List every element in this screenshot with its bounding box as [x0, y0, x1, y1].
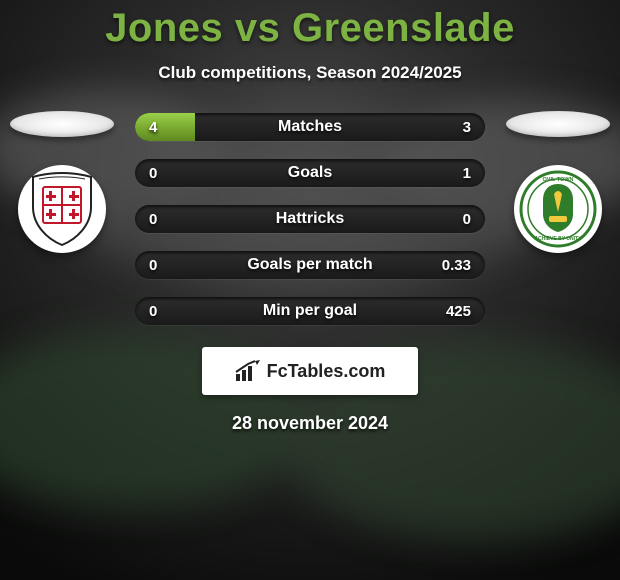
woking-crest [18, 165, 106, 253]
stat-bar: 0Min per goal425 [135, 297, 485, 325]
stat-label: Min per goal [135, 297, 485, 325]
stat-label: Goals per match [135, 251, 485, 279]
stat-bar: 0Goals per match0.33 [135, 251, 485, 279]
stat-right-value: 0 [463, 205, 471, 233]
stat-label: Matches [135, 113, 485, 141]
brand-badge: FcTables.com [202, 347, 418, 395]
chart-icon [235, 360, 261, 382]
stat-right-value: 1 [463, 159, 471, 187]
stat-label: Hattricks [135, 205, 485, 233]
stat-bar: 4Matches3 [135, 113, 485, 141]
yeovil-crest: ACHIEVE BY UNITY OVIL TOWN [514, 165, 602, 253]
left-ellipse [10, 111, 114, 137]
brand-text: FcTables.com [267, 361, 386, 382]
stat-bar: 0Hattricks0 [135, 205, 485, 233]
stat-right-value: 3 [463, 113, 471, 141]
svg-text:OVIL TOWN: OVIL TOWN [543, 177, 574, 183]
page-title: Jones vs Greenslade [0, 6, 620, 51]
stat-right-value: 425 [446, 297, 471, 325]
left-side [7, 111, 117, 253]
stat-right-value: 0.33 [442, 251, 471, 279]
comparison-area: 4Matches30Goals10Hattricks00Goals per ma… [0, 111, 620, 325]
stat-bars: 4Matches30Goals10Hattricks00Goals per ma… [135, 113, 485, 325]
svg-text:ACHIEVE BY UNITY: ACHIEVE BY UNITY [535, 236, 583, 242]
stat-bar: 0Goals1 [135, 159, 485, 187]
date-text: 28 november 2024 [0, 413, 620, 434]
right-side: ACHIEVE BY UNITY OVIL TOWN [503, 111, 613, 253]
stat-label: Goals [135, 159, 485, 187]
subtitle: Club competitions, Season 2024/2025 [0, 63, 620, 83]
right-ellipse [506, 111, 610, 137]
